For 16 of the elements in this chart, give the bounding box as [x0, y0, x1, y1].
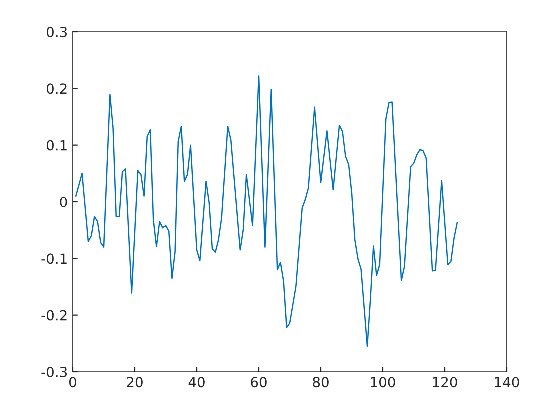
x-tick-label: 60: [251, 377, 267, 388]
y-tick-label: -0.2: [42, 310, 67, 321]
x-tick-label: 80: [313, 377, 329, 388]
y-tick-label: 0.2: [46, 84, 67, 94]
x-tick-label: 120: [433, 377, 458, 388]
x-tick-label: 140: [495, 377, 520, 388]
y-tick-label: -0.1: [42, 254, 67, 264]
y-tick-label: 0.3: [46, 26, 68, 38]
x-tick-label: 40: [188, 377, 205, 388]
x-tick-label: 100: [371, 377, 396, 388]
y-tick-label: 0: [60, 196, 68, 208]
y-tick-label: 0.1: [46, 140, 67, 151]
line-series: [75, 76, 458, 348]
x-tick-label: 20: [127, 377, 143, 388]
y-tick-label: -0.3: [42, 366, 68, 378]
x-tick-label: 0: [69, 377, 76, 388]
